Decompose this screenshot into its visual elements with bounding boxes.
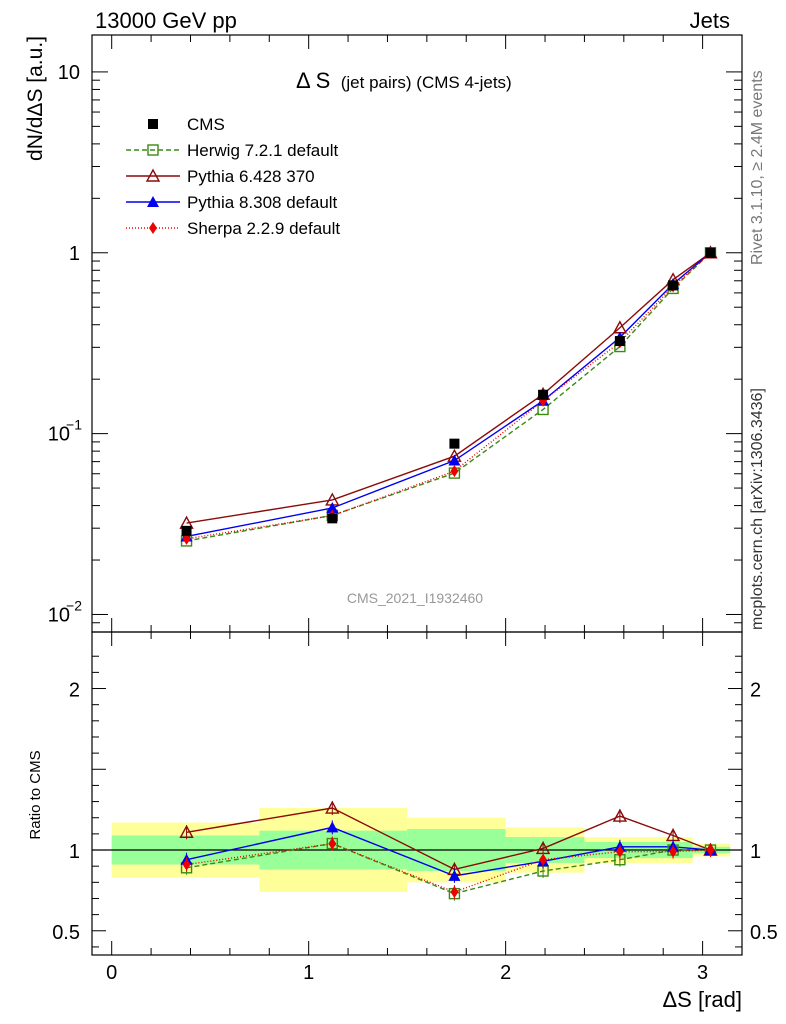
y-tick-exponent: −1 (66, 417, 82, 433)
y-tick-exponent: −2 (66, 597, 82, 613)
x-tick-label: 2 (500, 962, 511, 984)
mcplots-label: mcplots.cern.ch [arXiv:1306.3436] (749, 388, 766, 630)
ratio-point-pythia-6-428-370 (325, 800, 340, 814)
ratio-point-sherpa-2-2-9-default (328, 837, 337, 850)
series-line-pythia-8-308-default (186, 252, 711, 538)
ratio-tick-label: 1 (69, 841, 80, 863)
legend-label-pythia-8-308-default: Pythia 8.308 default (187, 193, 338, 212)
ratio-point-pythia-6-428-370 (179, 824, 194, 838)
point-cms (668, 280, 679, 291)
series-line-herwig-7-2-1-default (186, 252, 711, 542)
series-line-sherpa-2-2-9-default (186, 252, 711, 540)
point-cms (449, 438, 460, 449)
legend-marker-herwig-7-2-1-default (147, 144, 159, 156)
ratio-point-sherpa-2-2-9-default (706, 844, 715, 857)
x-tick-label: 0 (106, 962, 117, 984)
legend-label-pythia-6-428-370: Pythia 6.428 370 (187, 167, 315, 186)
legend-label-sherpa-2-2-9-default: Sherpa 2.2.9 default (187, 219, 340, 238)
legend-marker-pythia-8-308-default (147, 196, 159, 207)
ratio-tick-label: 2 (750, 680, 761, 702)
series-markers (179, 245, 718, 901)
point-pythia-8-308-default (326, 501, 339, 513)
legend-label-cms: CMS (187, 115, 225, 134)
ratio-panel-frame (91, 631, 743, 956)
ratio-point-sherpa-2-2-9-default (539, 853, 548, 866)
point-cms (327, 513, 338, 524)
ratio-point-pythia-8-308-default (326, 821, 339, 833)
ratio-point-sherpa-2-2-9-default (450, 886, 459, 899)
series-lines (186, 252, 711, 895)
chart-title-main: Δ S (296, 68, 330, 93)
x-axis-label: ΔS [rad] (662, 987, 742, 1012)
point-cms (538, 389, 549, 400)
legend-marker-pythia-6-428-370 (145, 168, 161, 182)
rivet-version-label: Rivet 3.1.10, ≥ 2.4M events (749, 70, 766, 265)
analysis-id-label: CMS_2021_I1932460 (347, 590, 483, 606)
ratio-tick-label: 2 (69, 680, 80, 702)
ratio-tick-label: 0.5 (750, 922, 778, 944)
x-tick-label: 1 (303, 962, 314, 984)
ratio-y-axis-label: Ratio to CMS (27, 750, 44, 839)
legend-marker-sherpa-2-2-9-default (149, 222, 157, 234)
point-cms (705, 247, 716, 258)
legend-label-herwig-7-2-1-default: Herwig 7.2.1 default (187, 141, 338, 160)
legend-marker-cms (148, 119, 158, 129)
y-tick-label: 10 (48, 424, 70, 446)
y-axis-label: dN/dΔS [a.u.] (24, 36, 47, 161)
header-right-label: Jets (690, 8, 730, 33)
y-tick-label: 10 (58, 62, 80, 84)
chart-title: Δ S (jet pairs) (CMS 4-jets) (296, 68, 512, 93)
legend: CMS Herwig 7.2.1 default Pythia 6.428 370 P… (126, 115, 340, 238)
point-pythia-8-308-default (448, 454, 461, 466)
chart-title-sub: (jet pairs) (CMS 4-jets) (341, 73, 512, 92)
header-left-label: 13000 GeV pp (95, 8, 237, 33)
ratio-point-pythia-6-428-370 (612, 808, 628, 822)
ratio-point-sherpa-2-2-9-default (615, 845, 624, 858)
ratio-tick-label: 0.5 (52, 922, 80, 944)
point-cms (181, 525, 192, 536)
ratio-point-sherpa-2-2-9-default (669, 845, 678, 858)
series-line-pythia-6-428-370 (186, 252, 711, 524)
point-cms (614, 336, 625, 347)
ratio-point-sherpa-2-2-9-default (182, 858, 191, 871)
point-sherpa-2-2-9-default (450, 465, 459, 478)
x-tick-label: 3 (697, 962, 708, 984)
ratio-tick-label: 1 (750, 841, 761, 863)
ratio-point-pythia-8-308-default (448, 869, 461, 881)
y-tick-label: 1 (69, 243, 80, 265)
y-tick-label: 10 (48, 604, 70, 626)
